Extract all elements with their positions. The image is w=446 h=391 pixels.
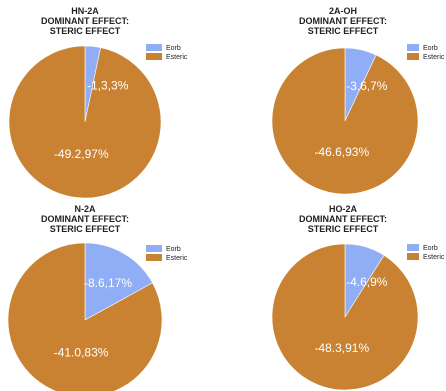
slice-label-esteric: -46.6,93% (314, 145, 369, 159)
pie-slice-eorb (84, 242, 153, 321)
chart-title-line: DOMINANT EFFECT: (299, 16, 387, 26)
legend-swatch-eorb (407, 244, 419, 251)
chart-title-line: HN-2A (71, 6, 99, 16)
chart-title-line: DOMINANT EFFECT: (299, 214, 387, 224)
legend-swatch-esteric (407, 253, 419, 260)
slice-label-eorb: -1,3,3% (87, 79, 129, 93)
legend-swatch-esteric (146, 254, 162, 261)
chart-title-line: DOMINANT EFFECT: (41, 16, 129, 26)
chart-title-line: STERIC EFFECT (308, 26, 379, 36)
legend-swatch-esteric (146, 53, 162, 60)
pie-slice-esteric (8, 45, 162, 199)
slice-label-eorb: -8.6,17% (84, 276, 132, 290)
slice-label-esteric: -48.3,91% (314, 341, 369, 355)
legend-label-eorb: Eorb (423, 45, 438, 52)
chart-title-line: N-2A (74, 204, 96, 214)
legend-label-eorb: Eorb (166, 246, 181, 253)
chart-title-line: STERIC EFFECT (50, 26, 121, 36)
legend-swatch-eorb (407, 44, 419, 51)
chart-title-line: DOMINANT EFFECT: (41, 214, 129, 224)
legend-swatch-eorb (146, 245, 162, 252)
legend-label-esteric: Esteric (423, 54, 445, 61)
slice-label-eorb: -4.6,9% (346, 275, 388, 289)
chart-title-line: HO-2A (329, 204, 358, 214)
pie-slice-esteric (271, 243, 419, 391)
slice-label-eorb: -3.6,7% (346, 79, 388, 93)
legend-label-esteric: Esteric (166, 54, 188, 61)
legend-label-eorb: Eorb (166, 45, 181, 52)
slice-label-esteric: -49.2,97% (54, 147, 109, 161)
chart-title-line: STERIC EFFECT (50, 224, 121, 234)
pie-slice-esteric (7, 242, 163, 391)
chart-title-line: 2A-OH (329, 6, 357, 16)
legend-label-esteric: Esteric (423, 254, 445, 261)
legend-label-eorb: Eorb (423, 245, 438, 252)
slice-label-esteric: -41.0,83% (54, 346, 109, 360)
pie-slice-esteric (271, 47, 419, 195)
legend-label-esteric: Esteric (166, 255, 188, 262)
legend-swatch-esteric (407, 53, 419, 60)
chart-title-line: STERIC EFFECT (308, 224, 379, 234)
legend-swatch-eorb (146, 44, 162, 51)
